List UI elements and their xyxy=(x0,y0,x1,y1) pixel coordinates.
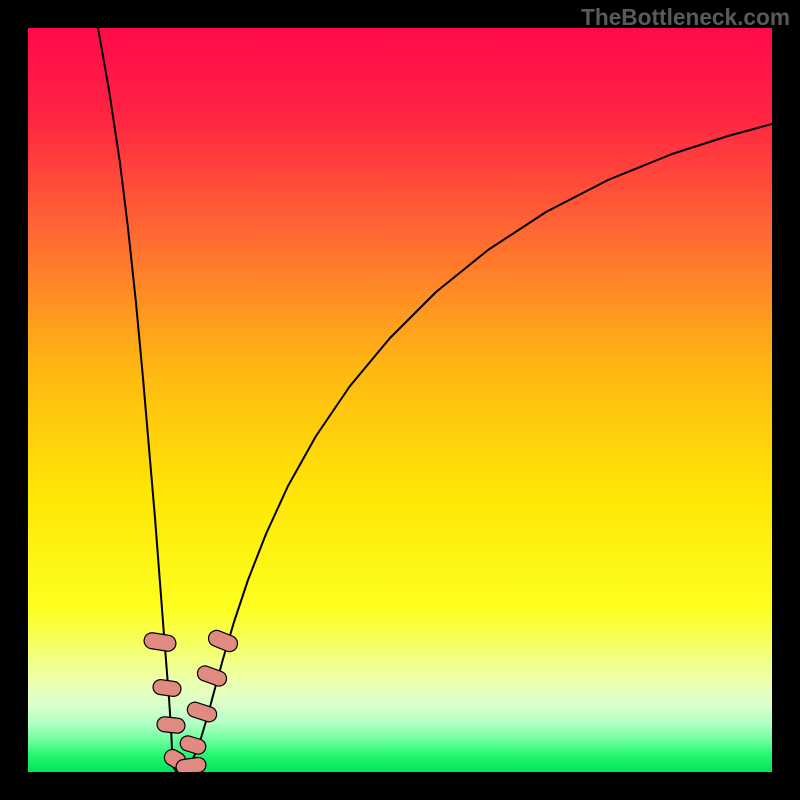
data-marker xyxy=(178,734,207,756)
data-marker xyxy=(195,664,228,688)
data-marker xyxy=(185,700,218,724)
chart-svg xyxy=(28,28,772,772)
data-marker xyxy=(143,632,177,653)
chart-frame: TheBottleneck.com xyxy=(0,0,800,800)
plot-area xyxy=(28,28,772,772)
curve-right-branch xyxy=(181,124,772,772)
curve-left-branch xyxy=(98,28,181,772)
data-marker xyxy=(206,628,240,654)
watermark-text: TheBottleneck.com xyxy=(581,4,790,31)
data-marker xyxy=(156,716,185,734)
data-marker xyxy=(152,679,182,698)
